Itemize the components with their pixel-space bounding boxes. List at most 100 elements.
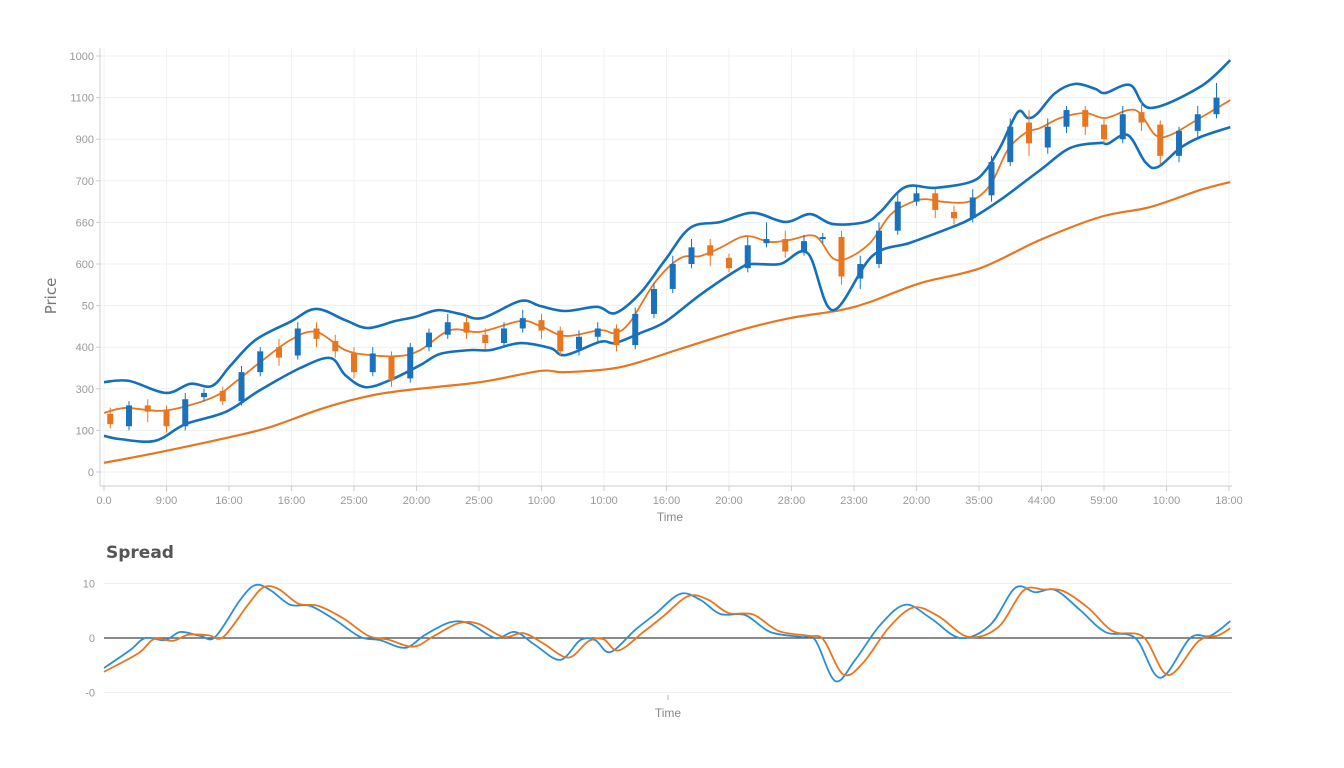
candle [426,328,432,352]
candle-body [332,340,339,352]
candle-body [594,328,601,337]
candle [538,313,545,339]
candle-body [819,236,826,240]
candle-body [144,405,151,412]
candle [726,253,732,273]
candle [969,189,976,223]
candle-body [1082,110,1089,127]
price-grid [100,48,1232,486]
spread-y-tick-label: 10 [83,579,95,591]
spread-series [103,583,1231,683]
candle [444,313,451,339]
candle-body [1157,124,1164,156]
price-x-tick-label: 0.0 [96,495,111,507]
price-x-tick-label: 20:00 [403,495,431,507]
candle [951,205,957,225]
candle [482,328,489,350]
price-y-tick-label: 1100 [70,93,94,105]
price-x-tick-label: 44:00 [1028,495,1056,507]
candle-body [726,257,732,269]
candle [594,322,601,341]
candle [782,230,789,258]
candle-body [501,328,507,344]
candle-body [444,322,451,335]
spread-y-tick-label: 0 [89,633,95,645]
candle [351,347,357,379]
candle [388,351,395,387]
candle [407,343,414,383]
price-x-tick-label: 59:00 [1090,495,1118,507]
candle-body [407,347,414,379]
candle-body [1026,122,1032,144]
candle [1044,118,1051,154]
candle-body [1044,126,1051,148]
candle [1007,118,1014,167]
price-y-tick-label: 400 [76,342,94,354]
candle [238,365,245,406]
price-x-tick-label: 25:00 [340,495,368,507]
candle-body [894,201,901,231]
candle-body [201,392,207,398]
candle-body [801,241,807,252]
candle-body [294,328,301,356]
price-x-tick-label: 25:00 [465,495,493,507]
candle-body [313,328,320,339]
candle-body [426,332,432,348]
candle [763,222,770,248]
candle-body [126,405,132,427]
candle [1082,105,1089,136]
price-y-tick-label: 0 [88,467,94,479]
candle [201,388,207,402]
candle [276,338,282,366]
price-x-tick-label: 18:00 [1215,495,1243,507]
candle-body [669,264,676,289]
candle [557,326,564,356]
price-y-ticks: 0 100 300 400 50 600 660 700 900 1100 1000 [70,51,100,479]
candle [857,255,864,289]
candle [819,232,826,244]
candle-body [782,239,789,252]
price-x-tick-label: 9:00 [156,495,177,507]
candle-body [351,353,357,373]
price-y-tick-label: 50 [82,301,94,313]
candle-body [651,288,657,314]
price-x-tick-label: 16:00 [653,495,681,507]
candle-body [1194,114,1201,131]
candle [126,401,132,431]
price-x-tick-label: 28:00 [778,495,806,507]
candle [332,334,339,358]
candle-body [219,390,226,402]
candle-body [1213,97,1220,115]
candle [932,189,939,219]
candle [163,405,170,433]
candle-body [163,409,170,427]
candle-body [182,399,189,427]
price-x-tick-label: 23:00 [840,495,868,507]
candle-body [1063,110,1070,127]
spread-line-1 [103,583,1231,683]
candle-body [1007,126,1014,163]
candle [988,155,995,202]
candle [707,239,714,267]
candle [463,316,470,339]
candle [1138,101,1145,131]
candle [913,184,920,206]
candle [801,234,807,256]
lower-band-line [103,125,1231,444]
candle [313,322,320,348]
spread-grid [104,583,1232,693]
candle-body [988,162,995,196]
candle-body [744,245,751,269]
candle [1213,83,1220,119]
spread-x-axis-label: Time [655,706,682,720]
price-y-tick-label: 300 [76,384,94,396]
candle [257,347,264,377]
candle [613,324,620,352]
price-axis-label: Price [42,278,60,315]
candle [669,255,676,294]
candle-body [613,328,620,346]
candle-body [388,355,395,381]
candle-body [519,318,526,329]
candle-body [932,193,939,210]
